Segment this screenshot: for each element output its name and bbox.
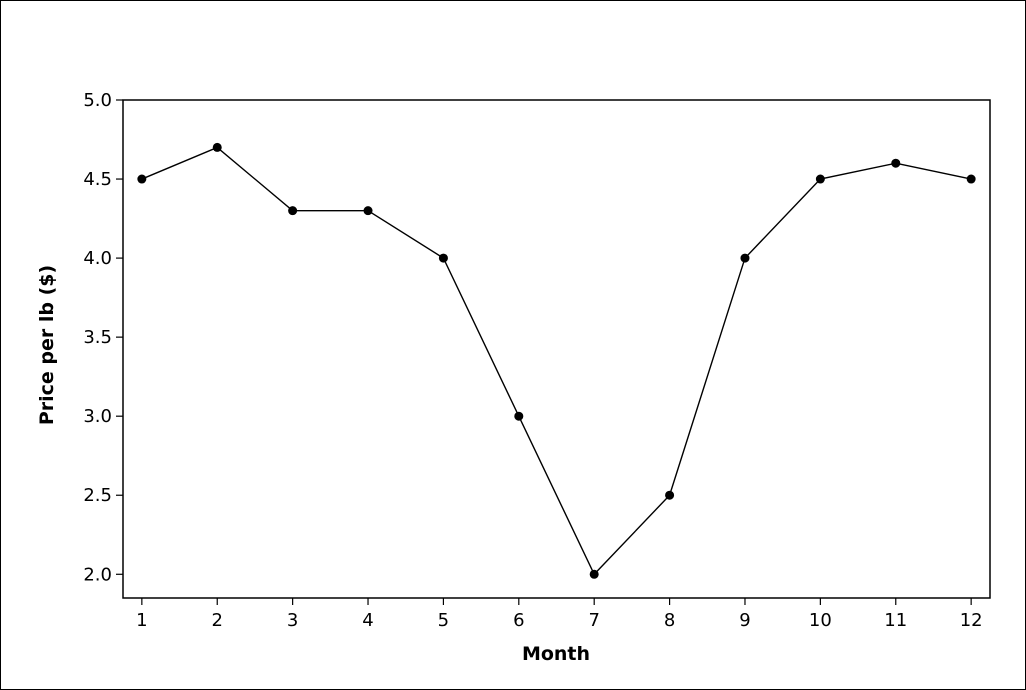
series-line	[141, 146, 972, 576]
data-point	[589, 569, 599, 579]
data-point	[363, 206, 373, 216]
x-tick-label: 4	[362, 610, 373, 631]
y-tick-label: 4.0	[83, 248, 112, 269]
data-point	[514, 411, 524, 421]
plot-area	[122, 99, 991, 599]
data-point	[891, 158, 901, 168]
data-point	[815, 174, 825, 184]
x-tick-label: 1	[136, 610, 147, 631]
x-tick-label: 8	[664, 610, 675, 631]
data-point	[438, 253, 448, 263]
series-layer	[137, 142, 976, 579]
data-point	[288, 206, 298, 216]
x-tick-label: 5	[438, 610, 449, 631]
x-axis: 1 2 3 4 5 6 7 8 9 10 11 12	[136, 598, 983, 631]
x-tick-label: 7	[588, 610, 599, 631]
y-axis-title: Price per lb ($)	[36, 265, 58, 425]
x-tick-label: 2	[212, 610, 223, 631]
x-tick-label: 6	[513, 610, 524, 631]
data-point	[212, 142, 222, 152]
x-tick-label: 9	[739, 610, 750, 631]
y-tick-label: 3.0	[83, 406, 112, 427]
x-tick-label: 3	[287, 610, 298, 631]
data-point	[665, 490, 675, 500]
x-tick-label: 12	[960, 610, 983, 631]
y-tick-label: 2.5	[83, 485, 112, 506]
y-tick-label: 2.0	[83, 564, 112, 585]
data-point	[137, 174, 147, 184]
y-tick-label: 3.5	[83, 327, 112, 348]
x-tick-label: 11	[884, 610, 907, 631]
data-point	[966, 174, 976, 184]
data-point	[740, 253, 750, 263]
x-axis-title: Month	[522, 643, 590, 665]
x-tick-label: 10	[809, 610, 832, 631]
y-axis: 2.0 2.5 3.0 3.5 4.0 4.5 5.0	[83, 90, 123, 585]
y-tick-label: 5.0	[83, 90, 112, 111]
y-tick-label: 4.5	[83, 169, 112, 190]
